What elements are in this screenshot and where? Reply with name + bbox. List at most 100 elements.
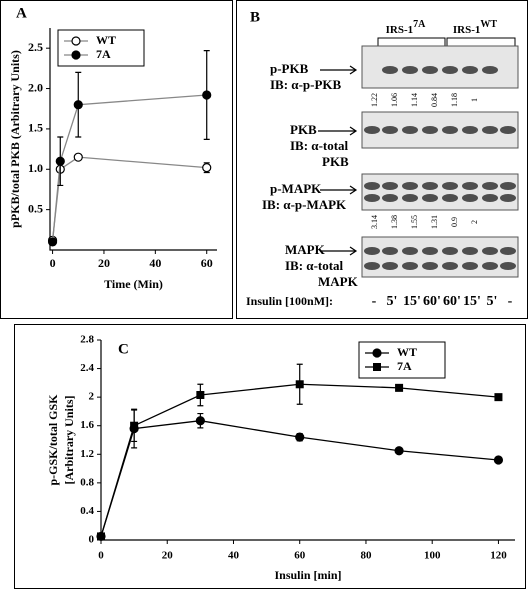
y-tick-label: 0.5 [28, 201, 43, 215]
y-tick-label: 1.0 [28, 161, 43, 175]
band [482, 66, 498, 74]
row-name: PKB [290, 122, 317, 137]
band [422, 262, 438, 270]
treatment-label: Insulin [100nM]: [246, 294, 333, 308]
legend-marker [373, 363, 381, 371]
y-axis-label: pPKB/total PKB (Arbitrary Units) [8, 50, 22, 228]
data-point [394, 446, 404, 456]
data-point [494, 393, 503, 402]
data-point [295, 432, 305, 442]
antibody-label: IB: α-p-PKB [270, 77, 342, 92]
legend-label: 7A [96, 47, 111, 61]
band [482, 247, 498, 255]
y-tick-label: 0.8 [80, 476, 94, 488]
series-line [51, 94, 207, 242]
lane-label: 5' [387, 294, 398, 309]
band [422, 247, 438, 255]
group-name: IRS-1 [386, 24, 414, 36]
band [482, 182, 498, 190]
x-tick-label: 100 [424, 550, 441, 562]
panel-label: B [250, 9, 260, 25]
quantification: 1.38 [390, 215, 399, 229]
axis [49, 28, 217, 251]
lane-label: 60' [423, 294, 441, 309]
legend-label: WT [397, 345, 417, 359]
data-point [295, 380, 304, 389]
x-tick-label: 60 [294, 550, 306, 562]
data-point [73, 152, 83, 162]
group-bracket [377, 37, 446, 46]
panel-label: A [16, 5, 27, 21]
lane-label: 15' [403, 294, 421, 309]
data-point [395, 383, 404, 392]
data-point [202, 90, 212, 100]
band [500, 262, 516, 270]
axis [100, 340, 515, 541]
legend-label: WT [96, 33, 116, 47]
panel-a-frame [0, 0, 233, 319]
band [500, 247, 516, 255]
band [462, 194, 478, 202]
quantification: 0.84 [430, 93, 439, 107]
quantification: 1.31 [430, 215, 439, 229]
group-superscript: WT [480, 19, 497, 30]
series-line [100, 420, 499, 537]
band [364, 247, 380, 255]
band [422, 194, 438, 202]
lane-label: 15' [463, 294, 481, 309]
quantification: 1.18 [450, 93, 459, 107]
band [402, 247, 418, 255]
band [462, 247, 478, 255]
panel-label: C [118, 341, 129, 357]
arrow [320, 185, 358, 195]
lane-label: - [508, 294, 513, 309]
x-tick-label: 80 [360, 550, 372, 562]
arrow [320, 65, 358, 75]
lane-label: - [372, 294, 377, 309]
blot-membrane [361, 236, 519, 278]
band [364, 194, 380, 202]
quantification: 1 [470, 98, 479, 102]
quantification: 2 [470, 220, 479, 224]
band [402, 126, 418, 134]
band [442, 262, 458, 270]
antibody-label: MAPK [318, 274, 359, 289]
band [382, 247, 398, 255]
group-label: IRS-17A [386, 19, 427, 35]
band [422, 66, 438, 74]
group-superscript: 7A [413, 19, 426, 30]
x-tick-label: 20 [162, 550, 174, 562]
band [482, 126, 498, 134]
x-axis-label: Time (Min) [104, 277, 163, 291]
band [482, 194, 498, 202]
band [442, 182, 458, 190]
band [402, 262, 418, 270]
legend-marker [372, 348, 382, 358]
blot-membrane [361, 173, 519, 211]
band [442, 194, 458, 202]
group-label: IRS-1WT [453, 19, 498, 35]
band [402, 182, 418, 190]
y-axis-label: p-GSK/total GSK [46, 394, 60, 486]
data-point [55, 156, 65, 166]
data-point [493, 455, 504, 465]
antibody-label: PKB [322, 154, 349, 169]
data-point [47, 237, 58, 247]
band [462, 182, 478, 190]
band [364, 126, 380, 134]
data-point [130, 421, 139, 430]
y-tick-label: 0.4 [80, 505, 94, 517]
row-name: MAPK [285, 242, 326, 257]
band [482, 262, 498, 270]
band [442, 126, 458, 134]
arrow [318, 126, 358, 136]
y-tick-label: 2.4 [80, 362, 94, 374]
x-tick-label: 60 [201, 256, 213, 270]
y-tick-label: 1.2 [80, 448, 94, 460]
quantification: 1.06 [390, 93, 399, 107]
band [402, 194, 418, 202]
y-tick-label: 1.5 [28, 121, 43, 135]
band [382, 126, 398, 134]
lane-label: 5' [487, 294, 498, 309]
